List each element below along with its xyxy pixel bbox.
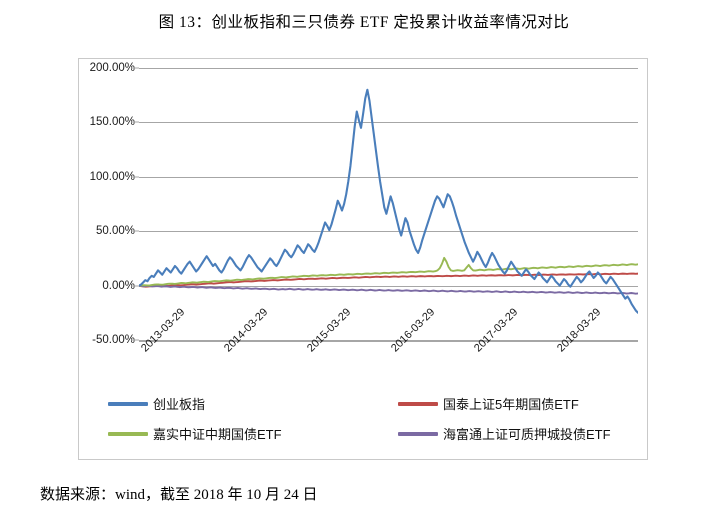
legend-label: 创业板指 [153,397,206,412]
series-line [139,88,638,314]
legend-swatch-icon [398,401,438,406]
legend-item[interactable]: 国泰上证5年期国债ETF [398,394,579,413]
y-tick-label: -50.00% [92,334,135,346]
figure-title: 图 13：创业板指和三只债券 ETF 定投累计收益率情况对比 [158,14,570,31]
y-tick-label: 200.00% [89,62,135,74]
x-axis-line [139,340,638,342]
y-tick-label: 0.00% [102,279,135,292]
gridline [139,285,638,287]
y-tick-mark [131,285,139,287]
plot-area [139,68,638,342]
legend-item[interactable]: 嘉实中证中期国债ETF [108,424,282,443]
gridline [139,176,638,178]
legend-item[interactable]: 创业板指 [108,394,205,413]
y-tick-label: 50.00% [95,225,135,238]
chart-legend: 创业板指 国泰上证5年期国债ETF 嘉实中证中期国债ETF 海富通上证可质押城投债ET… [78,392,648,454]
y-tick-mark [131,230,139,232]
y-tick-mark [131,176,139,178]
legend-label: 嘉实中证中期国债ETF [153,427,282,442]
legend-label: 海富通上证可质押城投债ETF [443,427,611,442]
y-tick-mark [131,339,139,341]
gridline [139,68,638,69]
legend-item[interactable]: 海富通上证可质押城投债ETF [398,424,611,443]
y-axis: 200.00% 150.00% 100.00% 50.00% 0.00% -50.00% [78,62,139,346]
gridline [139,122,638,124]
series-line [139,284,638,295]
y-tick-label: 150.00% [89,116,135,129]
chart-frame [78,58,648,460]
legend-swatch-icon [108,431,148,436]
source-note: 数据来源：wind，截至 2018 年 10 月 24 日 [40,487,318,503]
series-line [139,256,638,287]
y-tick-label: 100.00% [89,170,135,183]
legend-label: 国泰上证5年期国债ETF [443,397,579,412]
series-lines [139,88,638,314]
y-tick-mark [131,121,139,123]
y-tick-mark [131,67,139,69]
legend-swatch-icon [398,431,438,436]
series-line [139,272,638,288]
gridline [139,231,638,233]
legend-swatch-icon [108,401,148,406]
